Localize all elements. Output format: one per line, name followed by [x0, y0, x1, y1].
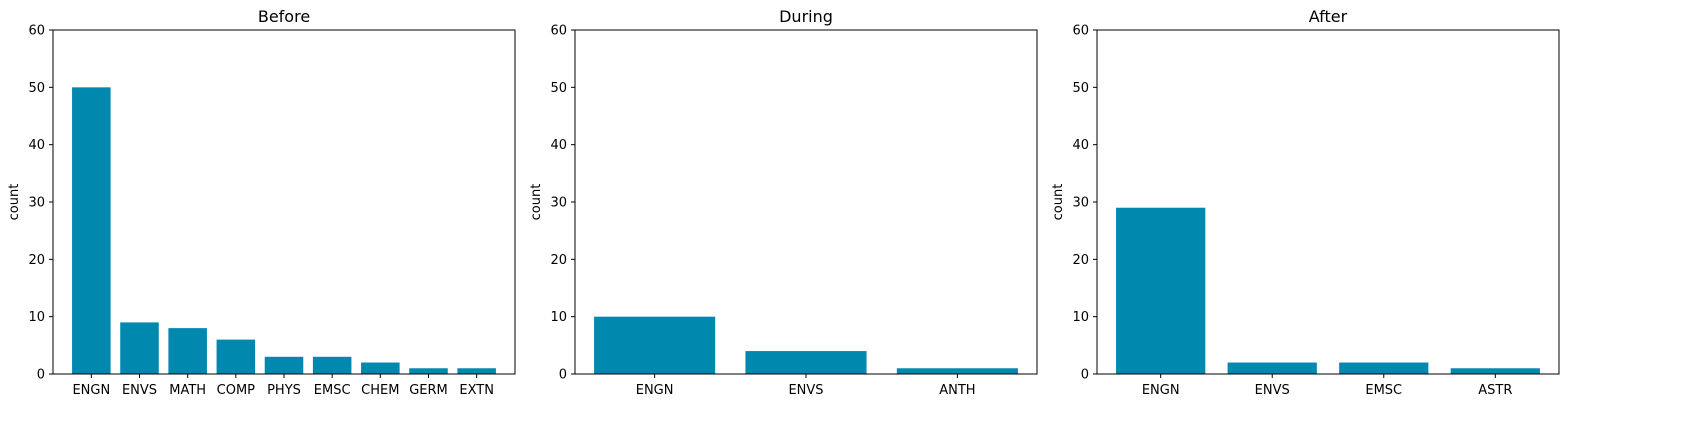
y-tick-label: 10 — [1072, 310, 1089, 325]
y-axis-label: count — [529, 184, 544, 221]
bar-emsc — [1339, 362, 1429, 374]
y-tick-label: 0 — [1081, 368, 1089, 383]
x-tick-label: COMP — [217, 383, 256, 398]
x-tick-label: ENGN — [72, 383, 110, 398]
x-tick-label: ANTH — [939, 383, 975, 398]
y-tick-label: 20 — [1072, 253, 1089, 268]
bar-phys — [264, 356, 304, 374]
y-tick-label: 60 — [1072, 24, 1089, 39]
y-tick-label: 40 — [1072, 138, 1089, 153]
bar-astr — [1450, 368, 1540, 374]
bar-envs — [1227, 362, 1317, 374]
x-tick-label: ASTR — [1478, 383, 1512, 398]
y-tick-label: 40 — [28, 138, 45, 153]
y-tick-label: 60 — [550, 24, 567, 39]
bar-chem — [361, 362, 400, 374]
bar-engn — [594, 316, 716, 374]
y-tick-label: 20 — [550, 253, 567, 268]
y-tick-label: 10 — [28, 310, 45, 325]
bar-math — [168, 328, 207, 374]
bar-envs — [745, 351, 867, 374]
y-tick-label: 50 — [550, 81, 567, 96]
y-tick-label: 30 — [550, 196, 567, 211]
y-tick-label: 0 — [37, 368, 45, 383]
y-axis-label: count — [1051, 184, 1066, 221]
bar-anth — [896, 368, 1018, 374]
x-tick-label: EMSC — [1365, 383, 1402, 398]
y-tick-label: 10 — [550, 310, 567, 325]
bar-germ — [409, 368, 448, 374]
x-tick-label: GERM — [409, 383, 448, 398]
bar-comp — [216, 339, 256, 374]
x-tick-label: CHEM — [361, 383, 399, 398]
chart-title: Before — [258, 7, 310, 26]
bar-extn — [457, 368, 496, 374]
x-tick-label: ENVS — [122, 383, 157, 398]
y-tick-label: 0 — [559, 368, 567, 383]
y-tick-label: 30 — [1072, 196, 1089, 211]
x-tick-label: EMSC — [314, 383, 351, 398]
y-tick-label: 30 — [28, 196, 45, 211]
x-tick-label: MATH — [169, 383, 206, 398]
y-tick-label: 50 — [28, 81, 45, 96]
bar-envs — [120, 322, 159, 374]
x-tick-label: PHYS — [267, 383, 301, 398]
chart-title: After — [1309, 7, 1348, 26]
bar-engn — [1116, 207, 1206, 374]
bar-engn — [72, 87, 111, 374]
y-axis-label: count — [7, 184, 22, 221]
chart-title: During — [779, 7, 833, 26]
x-tick-label: ENVS — [1255, 383, 1290, 398]
y-tick-label: 60 — [28, 24, 45, 39]
x-tick-label: ENGN — [636, 383, 674, 398]
x-tick-label: ENGN — [1142, 383, 1180, 398]
y-tick-label: 40 — [550, 138, 567, 153]
x-tick-label: ENVS — [788, 383, 823, 398]
y-tick-label: 20 — [28, 253, 45, 268]
x-tick-label: EXTN — [459, 383, 494, 398]
y-tick-label: 50 — [1072, 81, 1089, 96]
bar-emsc — [312, 356, 352, 374]
